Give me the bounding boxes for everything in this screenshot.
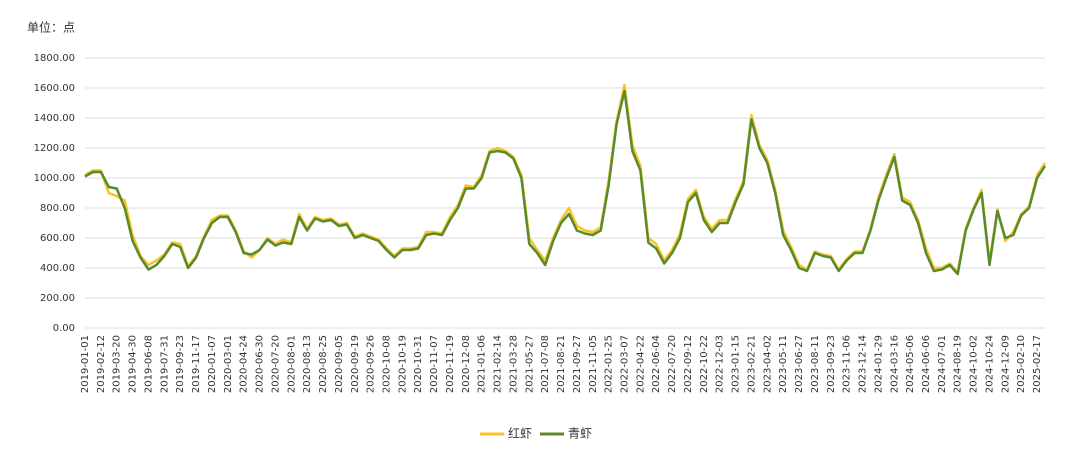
x-tick-label: 2021-01-06	[477, 335, 488, 393]
x-tick-label: 2020-06-30	[255, 335, 266, 393]
x-tick-label: 2019-03-20	[112, 335, 123, 393]
y-tick-label: 0.00	[53, 323, 75, 334]
x-tick-label: 2022-01-25	[604, 335, 615, 393]
x-tick-label: 2024-01-29	[873, 335, 884, 393]
y-tick-label: 1600.00	[34, 83, 75, 94]
x-tick-label: 2020-10-08	[381, 335, 392, 393]
x-tick-label: 2022-07-20	[667, 335, 678, 393]
legend-label: 红虾	[508, 426, 532, 441]
x-tick-label: 2024-05-06	[905, 335, 916, 393]
x-tick-label: 2023-06-27	[794, 335, 805, 393]
x-tick-label: 2023-02-21	[746, 335, 757, 393]
x-tick-label: 2021-02-14	[493, 335, 504, 393]
legend-label: 青虾	[568, 427, 592, 441]
x-tick-label: 2021-03-28	[508, 335, 519, 393]
x-tick-label: 2024-03-16	[889, 335, 900, 393]
x-tick-label: 2025-02-17	[1032, 335, 1043, 393]
x-tick-label: 2021-05-27	[524, 335, 535, 393]
y-tick-label: 600.00	[40, 233, 75, 244]
x-tick-label: 2024-06-06	[921, 335, 932, 393]
x-tick-label: 2019-02-12	[96, 335, 107, 393]
x-tick-label: 2019-06-08	[143, 335, 154, 393]
x-tick-label: 2020-09-19	[350, 335, 361, 393]
x-tick-label: 2024-12-09	[1000, 335, 1011, 393]
x-tick-label: 2024-10-02	[969, 335, 980, 393]
x-tick-label: 2020-10-31	[413, 335, 424, 393]
y-tick-label: 1000.00	[34, 173, 75, 184]
x-tick-label: 2019-01-01	[80, 335, 91, 393]
x-tick-label: 2020-03-01	[223, 335, 234, 393]
x-tick-label: 2022-04-22	[635, 335, 646, 393]
x-tick-label: 2020-09-05	[334, 335, 345, 393]
x-tick-label: 2020-04-24	[239, 335, 250, 393]
x-tick-label: 2020-08-01	[286, 335, 297, 393]
y-tick-label: 1800.00	[34, 53, 75, 64]
x-tick-label: 2020-10-19	[397, 335, 408, 393]
x-tick-label: 2022-06-04	[651, 335, 662, 393]
x-tick-label: 2020-11-19	[445, 335, 456, 393]
x-tick-label: 2020-11-07	[429, 335, 440, 393]
y-tick-label: 400.00	[40, 263, 75, 274]
y-tick-label: 1200.00	[34, 143, 75, 154]
unit-label: 单位：点	[27, 20, 75, 35]
x-tick-label: 2020-08-13	[302, 335, 313, 393]
x-tick-label: 2020-08-25	[318, 335, 329, 393]
x-tick-label: 2024-08-19	[953, 335, 964, 393]
x-tick-label: 2024-07-01	[937, 335, 948, 393]
x-tick-label: 2023-11-06	[842, 335, 853, 393]
x-tick-label: 2023-12-14	[858, 335, 869, 393]
x-tick-label: 2020-07-20	[270, 335, 281, 393]
y-tick-label: 1400.00	[34, 113, 75, 124]
x-tick-label: 2022-10-22	[699, 335, 710, 393]
x-tick-label: 2024-10-24	[984, 335, 995, 393]
x-tick-label: 2020-12-08	[461, 335, 472, 393]
x-tick-label: 2021-07-08	[540, 335, 551, 393]
x-tick-label: 2023-08-11	[810, 335, 821, 393]
x-tick-label: 2019-09-23	[175, 335, 186, 393]
x-tick-label: 2019-07-31	[159, 335, 170, 393]
x-tick-label: 2019-04-30	[128, 335, 139, 393]
x-tick-label: 2021-08-21	[556, 335, 567, 393]
x-tick-label: 2021-11-05	[588, 335, 599, 393]
x-tick-label: 2022-09-12	[683, 335, 694, 393]
x-tick-label: 2021-09-27	[572, 335, 583, 393]
series-line	[84, 83, 1047, 274]
x-tick-label: 2022-12-03	[715, 335, 726, 393]
x-tick-label: 2022-03-07	[620, 335, 631, 393]
x-tick-label: 2023-09-23	[826, 335, 837, 393]
y-tick-label: 200.00	[40, 293, 75, 304]
x-tick-label: 2020-01-07	[207, 335, 218, 393]
x-tick-label: 2025-02-10	[1016, 335, 1027, 393]
x-tick-label: 2020-09-26	[366, 335, 377, 393]
series-line	[84, 89, 1047, 276]
x-tick-label: 2023-04-02	[762, 335, 773, 393]
y-tick-label: 800.00	[40, 203, 75, 214]
x-tick-label: 2019-11-17	[191, 335, 202, 393]
x-tick-label: 2023-05-11	[778, 335, 789, 393]
x-tick-label: 2023-01-15	[731, 335, 742, 393]
